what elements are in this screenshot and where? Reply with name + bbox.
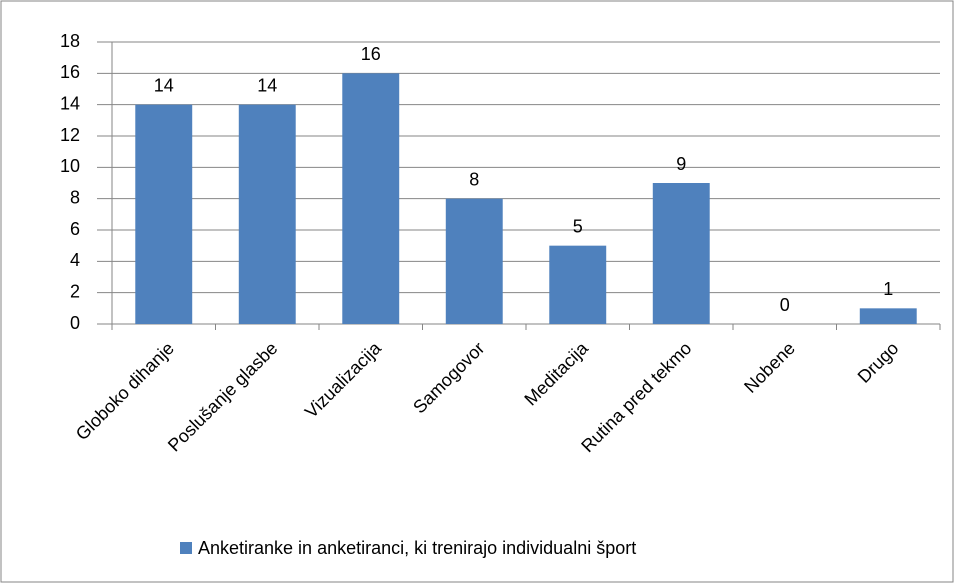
data-label: 9 — [676, 154, 686, 174]
data-label: 5 — [573, 216, 583, 236]
y-tick-label: 6 — [70, 219, 80, 239]
y-tick-label: 8 — [70, 187, 80, 207]
y-tick-label: 12 — [60, 125, 80, 145]
data-label: 8 — [469, 169, 479, 189]
data-label: 0 — [780, 295, 790, 315]
y-tick-label: 4 — [70, 250, 80, 270]
bar — [445, 198, 503, 324]
legend-label: Anketiranke in anketiranci, ki trenirajo… — [198, 538, 636, 558]
y-tick-label: 18 — [60, 31, 80, 51]
legend-swatch — [180, 542, 192, 554]
data-label: 16 — [361, 44, 381, 64]
bar — [652, 183, 710, 324]
data-label: 14 — [257, 75, 277, 95]
data-label: 1 — [883, 279, 893, 299]
y-tick-label: 10 — [60, 156, 80, 176]
bar — [135, 104, 193, 325]
bar — [238, 104, 296, 325]
bar — [549, 245, 607, 324]
y-tick-label: 0 — [70, 313, 80, 333]
bar — [342, 73, 400, 324]
y-tick-label: 14 — [60, 93, 80, 113]
bar — [859, 308, 917, 324]
y-tick-label: 16 — [60, 62, 80, 82]
data-label: 14 — [154, 75, 174, 95]
y-tick-label: 2 — [70, 281, 80, 301]
